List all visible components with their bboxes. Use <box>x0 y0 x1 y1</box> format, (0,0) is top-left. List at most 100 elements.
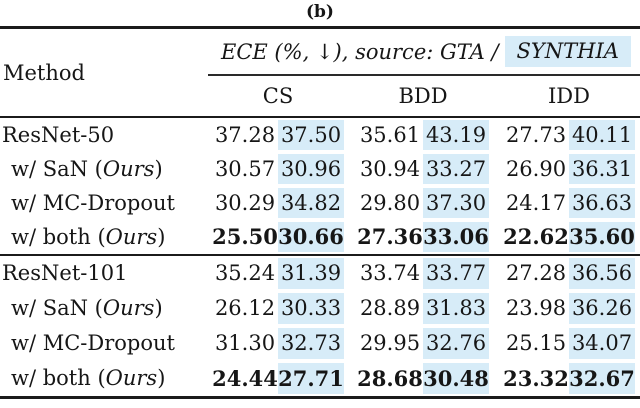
dataset-pair-cs: 24.44 27.71 <box>212 361 344 396</box>
dataset-pair-bdd: 27.36 33.06 <box>357 220 489 254</box>
table-group-1: ResNet-101 35.24 31.39 33.74 33.77 27.28 36.56… <box>0 256 640 396</box>
value: 30.94 <box>359 157 421 181</box>
method-label-ours: Ours <box>102 157 155 181</box>
value: 25.15 <box>505 331 567 355</box>
table-group-0: ResNet-50 37.28 37.50 35.61 43.19 27.73 40.11 w… <box>0 118 640 254</box>
bottom-rule <box>0 396 640 399</box>
dataset-pair-cs: 35.24 31.39 <box>212 256 344 291</box>
table-row: w/ MC-Dropout 31.30 32.73 29.95 32.76 25.15 34… <box>0 326 640 361</box>
value-cell-synthia-bdd: 32.76 <box>423 326 489 361</box>
method-cell: w/ both (Ours) <box>0 220 212 254</box>
value-cell-synthia-cs: 34.82 <box>278 186 344 220</box>
top-rule <box>0 26 640 29</box>
method-cell: w/ SaN (Ours) <box>0 291 212 326</box>
value-cell-gta-cs: 24.44 <box>212 361 278 396</box>
value-cell-synthia-bdd: 33.27 <box>423 152 489 186</box>
dataset-pair-cs: 30.57 30.96 <box>212 152 344 186</box>
value: 26.12 <box>214 296 276 320</box>
metric-header-row: ECE (%, ↓), source: GTA / SYNTHIA <box>212 29 640 74</box>
dataset-pair-bdd: 33.74 33.77 <box>357 256 489 291</box>
method-label-ours: Ours <box>105 225 158 249</box>
value-cell-gta-idd: 26.90 <box>503 152 569 186</box>
value: 29.95 <box>359 331 421 355</box>
method-label-close: ) <box>157 366 166 390</box>
value-cell-synthia-bdd: 37.30 <box>423 186 489 220</box>
value-cell-gta-idd: 23.32 <box>503 361 569 396</box>
dataset-pair-cs: 26.12 30.33 <box>212 291 344 326</box>
value-cell-gta-bdd: 28.68 <box>357 361 423 396</box>
value: 32.67 <box>569 363 635 394</box>
method-cell: w/ MC-Dropout <box>0 326 212 361</box>
table-header: Method ECE (%, ↓), source: GTA / SYNTHIA… <box>0 29 640 116</box>
value-cell-synthia-bdd: 33.06 <box>423 220 489 254</box>
dataset-pair-idd: 27.28 36.56 <box>503 256 635 291</box>
value-cell-gta-bdd: 35.61 <box>357 118 423 152</box>
dataset-pair-bdd: 28.68 30.48 <box>357 361 489 396</box>
value: 30.48 <box>423 363 489 394</box>
header-bottom-rule <box>0 116 640 118</box>
value-cell-synthia-idd: 36.26 <box>569 291 635 326</box>
value-cell-gta-cs: 30.57 <box>212 152 278 186</box>
value: 30.33 <box>278 293 344 324</box>
dataset-pair-idd: 23.98 36.26 <box>503 291 635 326</box>
value-cell-gta-bdd: 29.95 <box>357 326 423 361</box>
value: 22.62 <box>503 224 569 249</box>
value-cell-gta-idd: 27.73 <box>503 118 569 152</box>
value: 36.56 <box>569 258 635 289</box>
table-row: w/ SaN (Ours) 30.57 30.96 30.94 33.27 26.90 36… <box>0 152 640 186</box>
value-cell-synthia-bdd: 31.83 <box>423 291 489 326</box>
value-cell-synthia-cs: 32.73 <box>278 326 344 361</box>
value: 28.89 <box>359 296 421 320</box>
value: 31.39 <box>278 258 344 289</box>
dataset-header-row: CS BDD IDD <box>212 76 640 116</box>
value: 33.77 <box>423 258 489 289</box>
value-cell-synthia-cs: 30.96 <box>278 152 344 186</box>
value: 33.06 <box>423 222 489 252</box>
table-row: w/ both (Ours) 24.44 27.71 28.68 30.48 23.32 3… <box>0 361 640 396</box>
dataset-pair-cs: 25.50 30.66 <box>212 220 344 254</box>
method-cell: w/ both (Ours) <box>0 361 212 396</box>
subfigure-caption: (b) <box>306 2 334 22</box>
method-label-close: ) <box>154 157 163 181</box>
method-label: w/ SaN ( <box>11 296 103 320</box>
group-separator-rule <box>0 254 640 256</box>
value: 29.80 <box>359 191 421 215</box>
value-cell-synthia-cs: 30.66 <box>278 220 344 254</box>
dataset-header-idd: IDD <box>548 84 590 108</box>
value-cell-synthia-idd: 36.56 <box>569 256 635 291</box>
value: 27.73 <box>505 123 567 147</box>
value: 36.26 <box>569 293 635 324</box>
method-label: w/ SaN ( <box>11 157 103 181</box>
table-body: ResNet-50 37.28 37.50 35.61 43.19 27.73 40.11 w… <box>0 118 640 396</box>
dataset-pair-bdd: 35.61 43.19 <box>357 118 489 152</box>
value-cell-gta-idd: 23.98 <box>503 291 569 326</box>
value: 40.11 <box>569 120 635 150</box>
value: 37.50 <box>278 120 344 150</box>
value-cell-gta-cs: 35.24 <box>212 256 278 291</box>
dataset-pair-bdd: 29.80 37.30 <box>357 186 489 220</box>
metric-group-underline <box>208 74 640 76</box>
value: 30.29 <box>214 191 276 215</box>
value-cell-synthia-cs: 27.71 <box>278 361 344 396</box>
dataset-pair-idd: 25.15 34.07 <box>503 326 635 361</box>
value: 35.24 <box>214 261 276 285</box>
value-cell-gta-idd: 24.17 <box>503 186 569 220</box>
value: 37.28 <box>214 123 276 147</box>
value-cell-synthia-cs: 31.39 <box>278 256 344 291</box>
value: 30.57 <box>214 157 276 181</box>
value-cell-synthia-idd: 36.63 <box>569 186 635 220</box>
value: 31.83 <box>423 293 489 324</box>
value-cell-gta-bdd: 27.36 <box>357 220 423 254</box>
method-label-ours: Ours <box>105 366 158 390</box>
value: 33.74 <box>359 261 421 285</box>
value: 24.17 <box>505 191 567 215</box>
method-cell: ResNet-101 <box>0 256 212 291</box>
value: 31.30 <box>214 331 276 355</box>
metric-header-text: ECE (%, ↓), source: GTA / <box>221 39 499 64</box>
dataset-pair-idd: 24.17 36.63 <box>503 186 635 220</box>
value-cell-gta-cs: 31.30 <box>212 326 278 361</box>
dataset-pair-bdd: 28.89 31.83 <box>357 291 489 326</box>
value-cell-gta-bdd: 29.80 <box>357 186 423 220</box>
table-row: w/ MC-Dropout 30.29 34.82 29.80 37.30 24.17 36… <box>0 186 640 220</box>
